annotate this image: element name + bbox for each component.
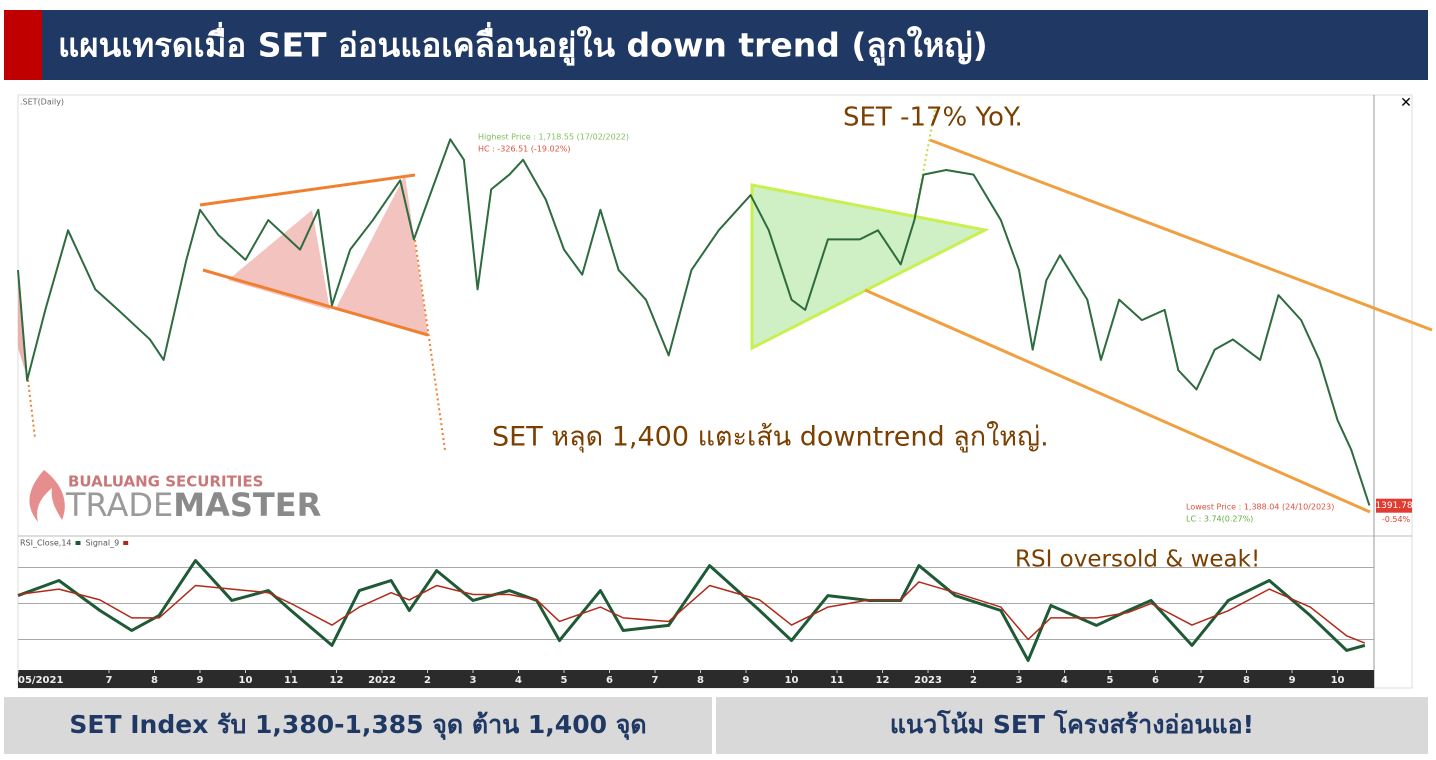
close-icon[interactable]: ✕ (1400, 95, 1412, 111)
header-title: แผนเทรดเมื่อ SET อ่อนแอเคลื่อนอยู่ใน dow… (58, 22, 988, 67)
downtrend-line (929, 138, 1433, 332)
x-tick-label: 5 (1107, 675, 1114, 686)
x-tick-label: 2 (970, 675, 977, 686)
x-tick-label: 2 (424, 675, 431, 686)
x-axis-bar (18, 670, 1374, 688)
x-tick-label: 10 (239, 675, 253, 686)
logo-word1: TRADE (65, 486, 173, 524)
data-line (17, 138, 1371, 506)
x-tick-label: 05/2021 (18, 675, 63, 686)
x-tick-label: 12 (330, 675, 344, 686)
data-line (17, 581, 1366, 644)
x-tick-label: 5 (561, 675, 568, 686)
annotation: HC : -326.51 (-19.02%) (478, 145, 570, 154)
last-price: 1391.78 (1375, 501, 1412, 511)
x-tick-label: 2023 (914, 675, 942, 686)
legend-swatch (123, 541, 129, 545)
x-tick-label: 8 (1243, 675, 1250, 686)
logo-icon (29, 470, 65, 522)
footer-left: SET Index รับ 1,380-1,385 จุด ต้าน 1,400… (69, 710, 646, 741)
x-tick-label: 9 (743, 675, 750, 686)
last-price-box (1376, 498, 1412, 513)
legend-swatch (75, 541, 81, 545)
x-tick-label: 7 (1198, 675, 1205, 686)
annotation: SET หลุด 1,400 แตะเส้น downtrend ลูกใหญ่… (492, 421, 1049, 454)
chart-frame (17, 94, 1413, 689)
trend-line (202, 268, 429, 337)
x-tick-label: 6 (1152, 675, 1159, 686)
x-tick-label: 7 (106, 675, 113, 686)
downtrend-line (864, 288, 1371, 514)
x-tick-label: 10 (785, 675, 799, 686)
annotation: Lowest Price : 1,388.04 (24/10/2023) (1186, 503, 1334, 512)
x-tick-label: 2022 (368, 675, 396, 686)
logo-word2: MASTER (173, 486, 321, 524)
trend-line (199, 173, 416, 207)
footer-box (4, 697, 712, 754)
header-bar (4, 10, 1428, 80)
x-tick-label: 4 (515, 675, 522, 686)
x-tick-label: 9 (1289, 675, 1296, 686)
chart-title: .SET(Daily) (20, 98, 64, 107)
x-tick-label: 8 (151, 675, 158, 686)
x-tick-label: 8 (697, 675, 704, 686)
x-tick-label: 11 (284, 675, 298, 686)
footer-box (716, 697, 1428, 754)
last-change: -0.54% (1382, 515, 1411, 524)
x-tick-label: 11 (830, 675, 844, 686)
annotation: SET -17% YoY. (843, 103, 1023, 133)
pattern-fill (335, 175, 428, 335)
x-tick-label: 12 (876, 675, 890, 686)
dotted-line (414, 239, 446, 451)
legend-label: Signal_9 (86, 539, 120, 548)
annotation: RSI oversold & weak! (1015, 547, 1260, 573)
x-tick-label: 7 (652, 675, 659, 686)
annotation: LC : 3.74(0.27%) (1186, 515, 1253, 524)
data-line (17, 559, 1366, 662)
header-accent (4, 10, 42, 80)
legend-label: RSI_Close,14 (20, 539, 72, 548)
x-tick-label: 9 (197, 675, 204, 686)
x-tick-label: 4 (1061, 675, 1068, 686)
x-tick-label: 10 (1331, 675, 1345, 686)
footer-right: แนวโน้ม SET โครงสร้างอ่อนแอ! (890, 709, 1254, 739)
triangle-pattern (750, 183, 990, 351)
x-tick-label: 6 (606, 675, 613, 686)
x-tick-label: 3 (1016, 675, 1023, 686)
x-tick-label: 3 (470, 675, 477, 686)
annotation: Highest Price : 1,718.55 (17/02/2022) (478, 133, 629, 142)
logo-line1: BUALUANG SECURITIES (68, 473, 263, 491)
